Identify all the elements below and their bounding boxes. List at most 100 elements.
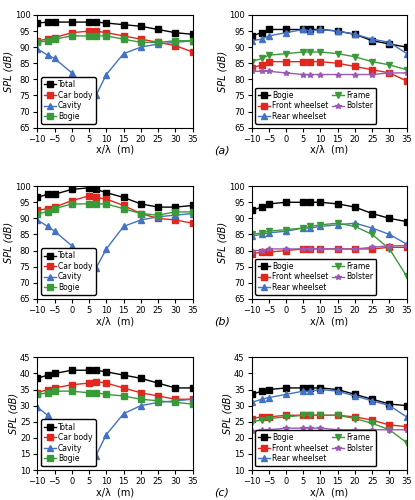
Cavity	[121, 50, 126, 56]
Total	[45, 19, 50, 25]
Total	[104, 190, 109, 196]
Bogie	[138, 210, 143, 216]
Car body	[104, 380, 109, 386]
Rear wheelset	[370, 225, 375, 231]
Cavity	[190, 396, 195, 402]
Bogie	[104, 201, 109, 207]
Front wheelset	[352, 64, 357, 70]
Total	[52, 191, 57, 197]
Frame	[259, 230, 264, 236]
X-axis label: x/λ  (m): x/λ (m)	[96, 488, 134, 498]
Bolster	[335, 246, 340, 252]
Rear wheelset	[318, 26, 323, 32]
Cavity	[104, 72, 109, 78]
Bogie	[308, 26, 312, 32]
Total	[156, 380, 161, 386]
Cavity	[87, 262, 92, 268]
Bogie	[370, 38, 375, 44]
Car body	[104, 30, 109, 36]
Bogie	[283, 200, 288, 205]
Total	[104, 20, 109, 26]
Bogie	[52, 36, 57, 42]
Line: Rear wheelset: Rear wheelset	[249, 26, 410, 56]
Car body	[156, 393, 161, 399]
Bogie	[249, 33, 254, 39]
Front wheelset	[404, 424, 409, 430]
Total	[52, 370, 57, 376]
Car body	[138, 390, 143, 396]
Total	[190, 32, 195, 38]
Rear wheelset	[352, 393, 357, 399]
Bogie	[387, 41, 392, 47]
Bogie	[173, 209, 178, 215]
Frame	[249, 58, 254, 64]
Car body	[121, 202, 126, 208]
Y-axis label: SPL (dB): SPL (dB)	[8, 393, 18, 434]
Line: Front wheelset: Front wheelset	[249, 412, 410, 430]
Car body	[45, 386, 50, 392]
Cavity	[35, 404, 40, 410]
Cavity	[45, 224, 50, 230]
Rear wheelset	[335, 28, 340, 34]
Bogie	[308, 385, 312, 391]
Frame	[370, 58, 375, 64]
Car body	[173, 42, 178, 48]
Bogie	[335, 386, 340, 392]
Frame	[404, 274, 409, 280]
Bogie	[52, 388, 57, 394]
X-axis label: x/λ  (m): x/λ (m)	[310, 316, 348, 326]
Legend: Bogie, Front wheelset, Rear wheelset, Frame, Bolster: Bogie, Front wheelset, Rear wheelset, Fr…	[255, 430, 376, 466]
Cavity	[156, 214, 161, 220]
Frame	[266, 52, 271, 58]
Rear wheelset	[387, 232, 392, 237]
Bogie	[87, 201, 92, 207]
Bogie	[93, 390, 98, 396]
Cavity	[45, 52, 50, 58]
Line: Car body: Car body	[34, 193, 195, 226]
Front wheelset	[318, 58, 323, 64]
Bogie	[318, 26, 323, 32]
Bolster	[352, 72, 357, 78]
Bogie	[156, 40, 161, 46]
Car body	[138, 210, 143, 216]
Rear wheelset	[301, 225, 306, 231]
Total	[156, 26, 161, 32]
Car body	[190, 396, 195, 402]
Car body	[121, 33, 126, 39]
Y-axis label: SPL (dB): SPL (dB)	[217, 50, 227, 92]
Line: Total: Total	[34, 20, 195, 37]
Frame	[259, 417, 264, 423]
Front wheelset	[266, 414, 271, 420]
Cavity	[121, 224, 126, 230]
Rear wheelset	[370, 36, 375, 42]
Car body	[173, 217, 178, 223]
Cavity	[104, 246, 109, 252]
Bolster	[301, 72, 306, 78]
Front wheelset	[301, 58, 306, 64]
Bogie	[308, 200, 312, 205]
Bogie	[87, 33, 92, 39]
Bogie	[35, 392, 40, 398]
Legend: Total, Car body, Cavity, Bogie: Total, Car body, Cavity, Bogie	[41, 248, 95, 295]
Total	[45, 191, 50, 197]
Rear wheelset	[352, 32, 357, 38]
Bogie	[370, 210, 375, 216]
Bogie	[266, 201, 271, 207]
Bolster	[259, 248, 264, 254]
Bogie	[370, 396, 375, 402]
Line: Frame: Frame	[249, 220, 410, 279]
Bogie	[138, 396, 143, 402]
Car body	[156, 216, 161, 222]
Legend: Total, Car body, Cavity, Bogie: Total, Car body, Cavity, Bogie	[41, 420, 95, 466]
Rear wheelset	[249, 233, 254, 239]
Frame	[318, 412, 323, 418]
Bolster	[249, 68, 254, 74]
Bolster	[266, 68, 271, 74]
X-axis label: x/λ  (m): x/λ (m)	[310, 488, 348, 498]
Line: Bogie: Bogie	[249, 200, 410, 224]
Car body	[87, 28, 92, 34]
Frame	[387, 246, 392, 252]
Rear wheelset	[283, 228, 288, 234]
Total	[121, 22, 126, 28]
Bogie	[259, 30, 264, 36]
